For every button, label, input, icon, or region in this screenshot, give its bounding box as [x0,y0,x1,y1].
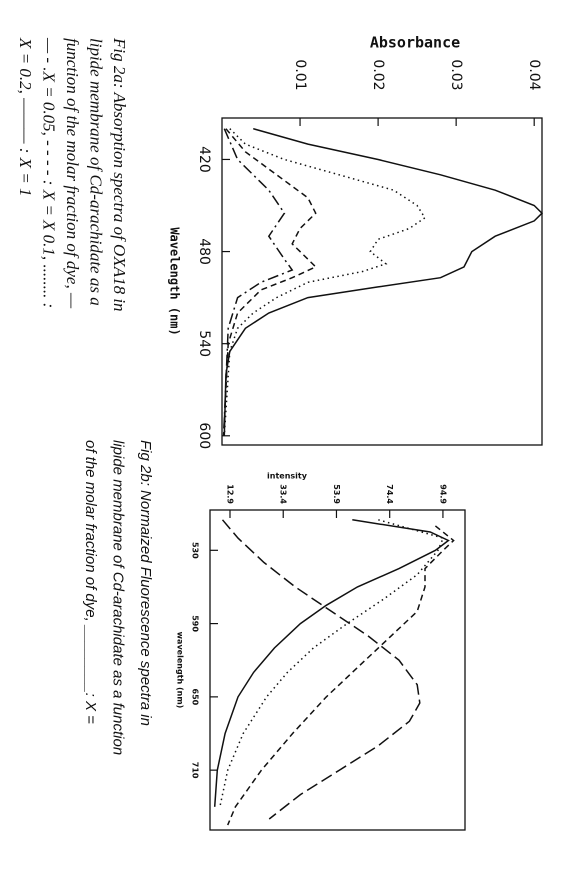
plot-frame [221,117,543,446]
y-tick-label: 0.04 [526,59,542,90]
x-tick-label: 600 [196,422,212,449]
caption-line: lipide membrane of Cd-arachidate as a [87,38,106,306]
caption-line: lipide membrane of Cd-arachidate as a fu… [110,440,127,755]
caption-line: Fig 2b: Normaized Fluorescence spectra i… [137,440,154,726]
x-axis-label: Wavelength (nm) [168,227,182,335]
y-tick-label: 53.9 [332,484,341,504]
data-line [222,128,317,436]
plot-frame [209,509,466,831]
x-tick-label: 420 [196,146,212,173]
y-tick-label: 0.01 [292,59,308,90]
data-line [221,519,421,820]
x-tick-label: 530 [191,542,200,559]
y-tick-label: 12.9 [225,484,234,504]
data-line [223,127,544,436]
caption-line: — - .X = 0.05, - - - - : X = X 0.1, ....… [40,37,59,308]
x-tick-label: 480 [196,238,212,265]
rotated-page: 0.01 0.02 0.03 0.04 420 480 540 600 Wavelength (… [16,37,544,831]
y-tick-label: 74.4 [385,484,394,504]
data-line [227,525,455,826]
caption-line: Fig 2a: Absorption spectra of OXA18 in [110,37,129,312]
data-line [213,519,450,807]
data-line [222,128,294,436]
x-axis-label: wavelength (nm) [176,632,185,709]
x-tick-label: 650 [191,689,200,706]
caption-line: X = 0.2, ——— : X = 1 [16,37,35,196]
caption-line: of the molar fraction of dye, ________: … [82,440,99,724]
y-axis-label: Absorbance [370,34,460,52]
x-tick-label: 710 [191,762,200,779]
y-tick-label: 94.9 [438,484,447,504]
x-tick-label: 590 [191,615,200,632]
y-tick-label: 33.4 [279,484,288,504]
y-tick-label: 0.02 [370,59,386,90]
x-tick-label: 540 [196,330,212,357]
y-tick-label: 0.03 [448,59,464,90]
data-line [223,128,426,436]
y-axis-label: intensity [267,472,308,481]
caption-line: function of the molar fraction of dye, — [63,38,82,309]
